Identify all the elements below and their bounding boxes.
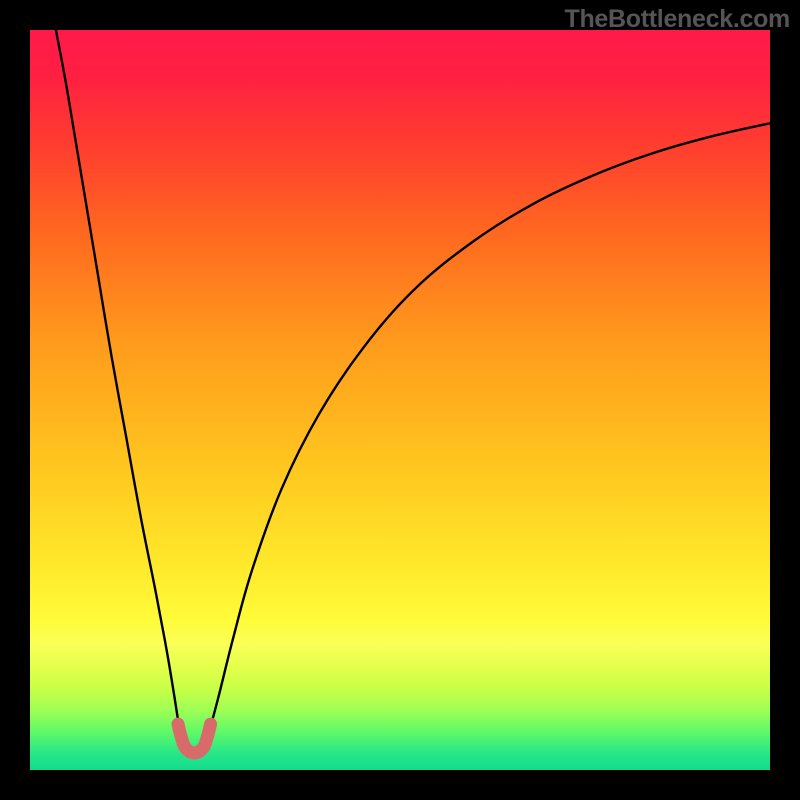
chart-background-gradient <box>30 30 770 770</box>
watermark-text: TheBottleneck.com <box>564 5 790 34</box>
chart-svg <box>30 30 770 770</box>
chart-plot-area <box>30 30 770 770</box>
